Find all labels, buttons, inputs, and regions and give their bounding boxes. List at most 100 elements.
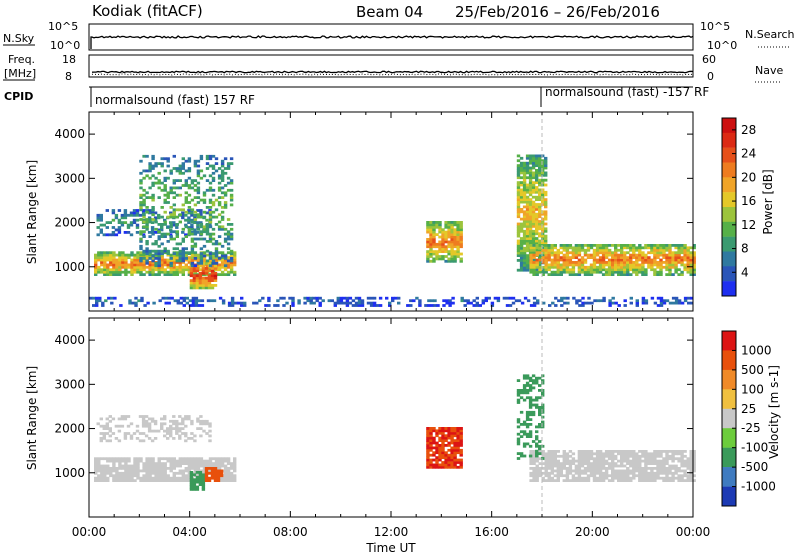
heatmap-cell [181,471,185,475]
heatmap-cell [687,296,691,300]
heatmap-cell [189,274,194,278]
heatmap-cell [123,415,128,418]
heatmap-cell [577,268,582,272]
heatmap-cell [595,476,600,480]
heatmap-cell [659,258,663,262]
heatmap-cell [139,253,143,257]
heatmap-cell [199,257,204,260]
heatmap-cell [671,457,675,461]
heatmap-cell [198,483,203,486]
heatmap-cell [620,251,624,255]
heatmap-cell [641,251,645,255]
heatmap-cell [677,258,681,262]
heatmap-cell [154,265,158,269]
heatmap-cell [611,268,615,272]
heatmap-cell [103,263,107,267]
heatmap-cell [635,459,639,463]
heatmap-cell [656,273,660,276]
heatmap-cell [686,474,690,478]
heatmap-cell [614,464,618,468]
heatmap-cell [429,259,433,263]
heatmap-cell [531,190,536,194]
heatmap-cell [662,464,666,468]
heatmap-cell [196,181,201,185]
heatmap-cell [531,381,536,385]
colorbar-swatch [722,192,736,208]
heatmap-cell [372,296,377,300]
heatmap-cell [166,467,170,470]
heatmap-cell [211,256,216,259]
heatmap-cell [528,208,533,211]
heatmap-cell [94,479,98,482]
heatmap-cell [189,269,194,273]
heatmap-cell [623,265,627,269]
heatmap-cell [211,210,216,214]
heatmap-cell [429,233,433,236]
heatmap-cell [629,301,633,305]
heatmap-cell [426,456,430,459]
heatmap-cell [556,474,560,478]
heatmap-cell [226,181,231,185]
heatmap-cell [514,299,519,303]
heatmap-cell [118,476,122,480]
heatmap-cell [456,461,460,464]
heatmap-cell [641,476,645,480]
heatmap-cell [692,462,696,465]
heatmap-cell [121,476,125,480]
heatmap-cell [598,450,603,453]
heatmap-cell [223,469,228,473]
heatmap-cell [106,471,110,475]
heatmap-cell [604,476,609,480]
heatmap-cell [112,457,116,461]
heatmap-cell [623,299,627,303]
heatmap-cell [160,206,164,209]
heatmap-cell [589,270,594,274]
heatmap-cell [522,442,527,446]
heatmap-cell [604,268,609,272]
heatmap-cell [111,231,116,234]
heatmap-cell [544,469,548,473]
heatmap-cell [459,448,463,452]
heatmap-cell [145,256,149,259]
heatmap-cell [217,268,222,272]
heatmap-cell [544,222,548,226]
heatmap-cell [147,216,152,220]
heatmap-cell [223,464,228,468]
heatmap-cell [139,186,143,190]
heatmap-cell [229,237,234,241]
heatmap-cell [629,253,633,257]
heatmap-cell [196,221,200,224]
heatmap-cell [531,379,536,382]
heatmap-cell [169,467,173,470]
heatmap-cell [184,415,188,418]
heatmap-cell [589,464,594,468]
heatmap-cell [178,429,182,433]
colorbar-tick-label: -100 [741,441,768,455]
heatmap-cell [611,450,615,453]
heatmap-cell [182,296,186,300]
heatmap-cell [541,450,545,453]
heatmap-cell [157,471,161,475]
heatmap-cell [190,432,194,435]
heatmap-cell [598,263,603,267]
heatmap-cell [620,452,624,456]
heatmap-cell [563,296,567,300]
heatmap-cell [519,195,524,199]
heatmap-cell [677,459,681,463]
heatmap-cell [550,452,554,456]
heatmap-cell [674,299,679,303]
heatmap-cell [124,253,128,257]
heatmap-cell [644,471,648,475]
heatmap-cell [565,258,570,262]
heatmap-cell [516,425,521,429]
heatmap-cell [528,193,533,197]
heatmap-cell [157,268,161,272]
heatmap-cell [531,237,536,240]
heatmap-cell [166,261,170,264]
heatmap-cell [623,263,627,267]
heatmap-cell [210,476,215,480]
heatmap-cell [130,258,134,262]
heatmap-cell [204,281,209,285]
heatmap-cell [538,467,542,470]
heatmap-cell [129,211,134,215]
